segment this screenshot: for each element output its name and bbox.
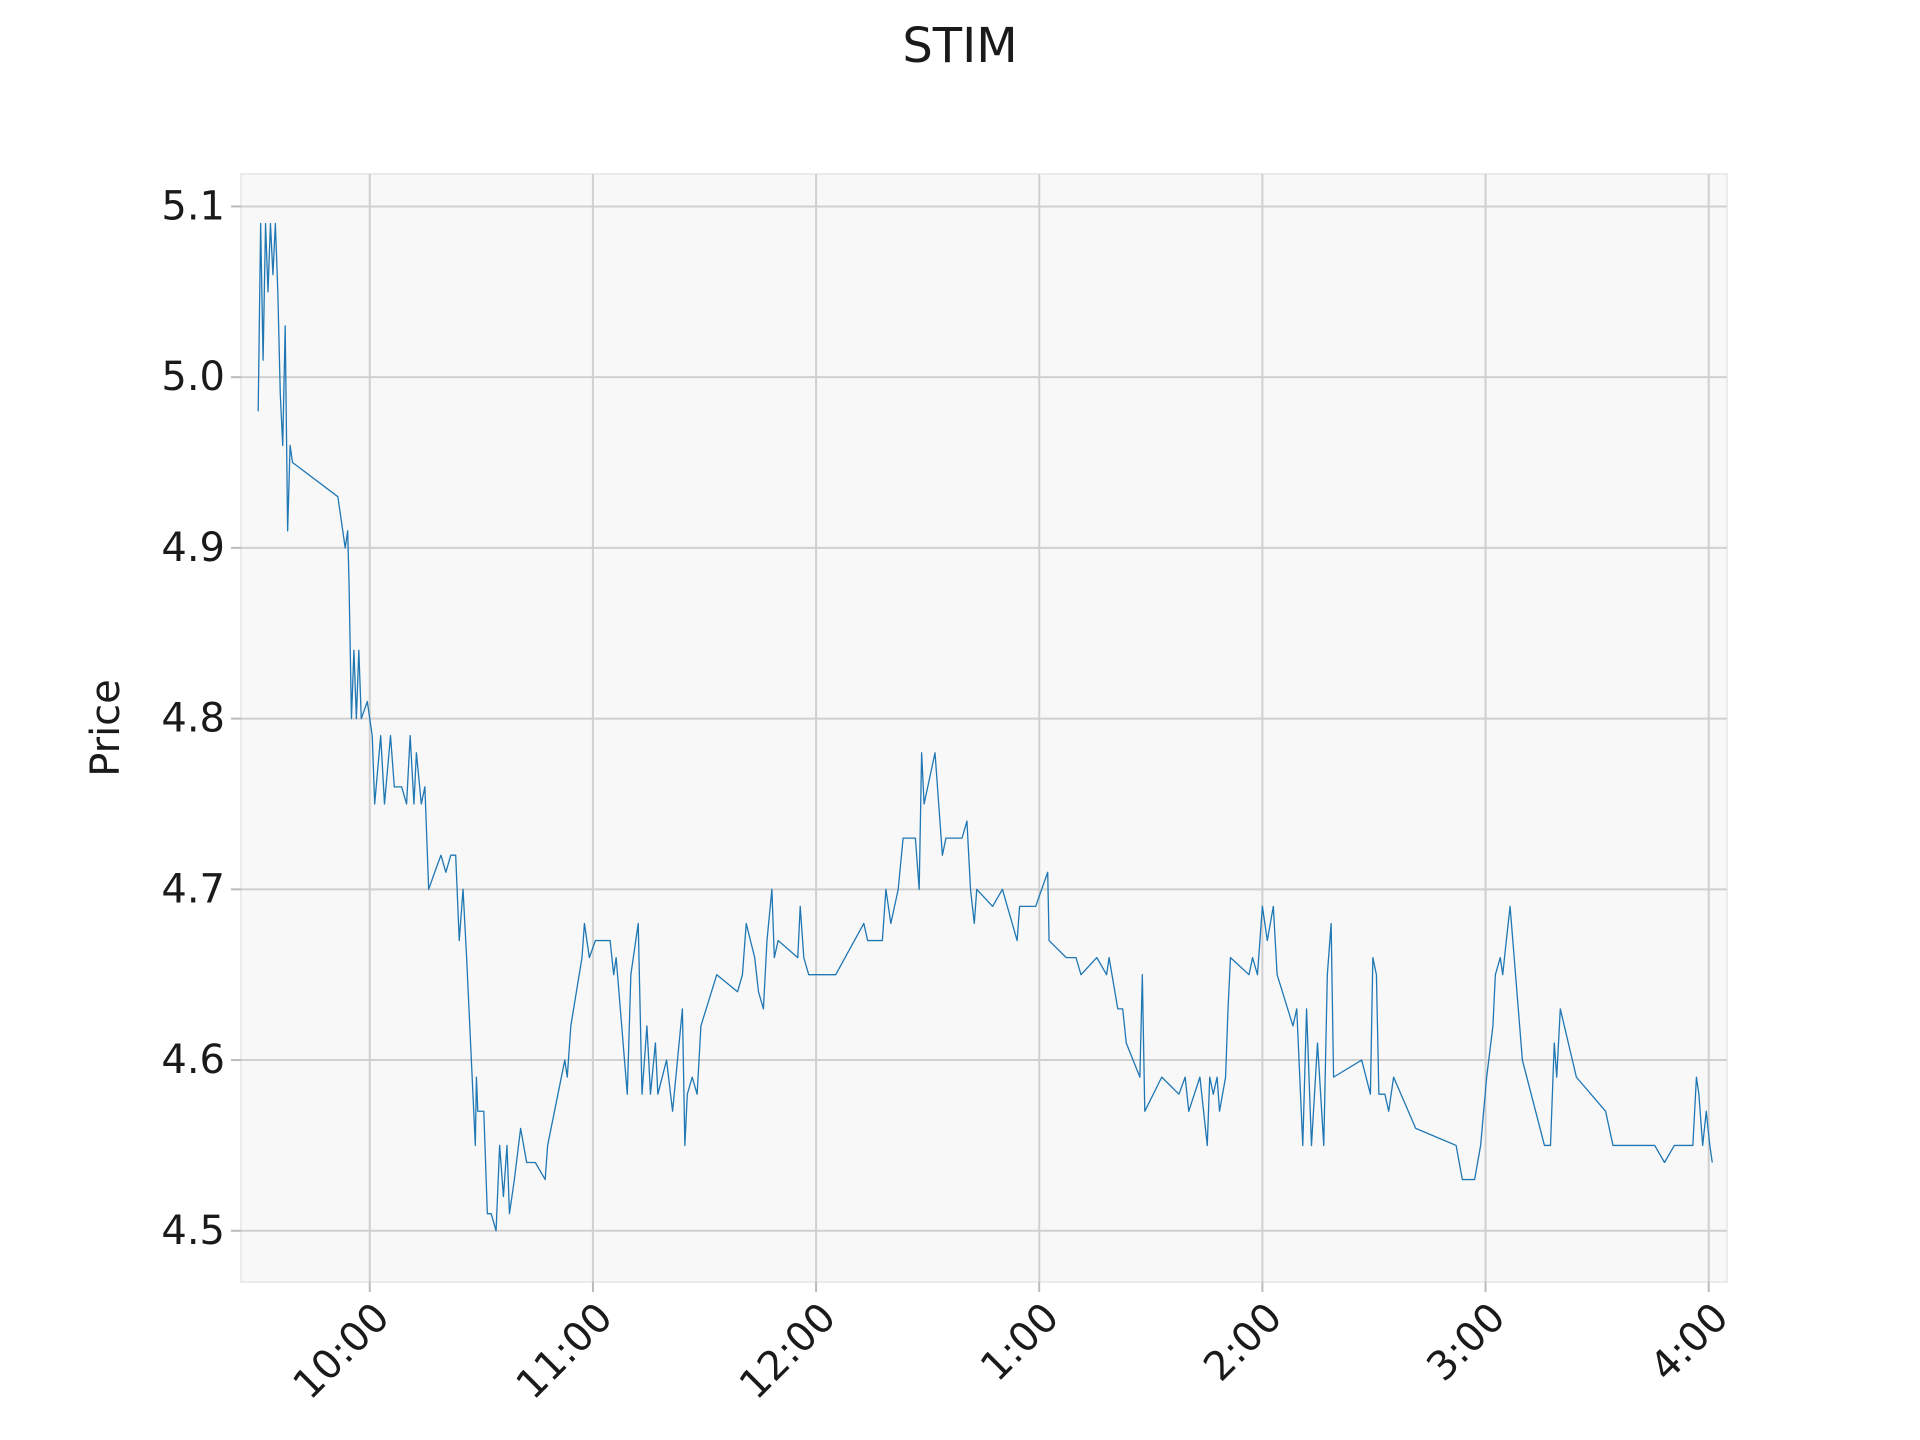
y-axis-label: Price xyxy=(83,679,129,777)
plot-area xyxy=(240,173,1728,1283)
chart-title: STIM xyxy=(902,18,1017,74)
y-tick-label: 5.1 xyxy=(161,183,225,229)
y-tick-label: 5.0 xyxy=(161,354,225,400)
y-tick-label: 4.5 xyxy=(161,1208,225,1254)
y-tick-label: 4.8 xyxy=(161,696,225,742)
y-tick-label: 4.9 xyxy=(161,525,225,571)
y-tick-label: 4.6 xyxy=(161,1037,225,1083)
x-tick-label: 11:00 xyxy=(508,1294,622,1408)
price-line xyxy=(257,222,1713,1232)
x-tick-label: 10:00 xyxy=(285,1294,399,1408)
x-tick-label: 2:00 xyxy=(1195,1294,1291,1390)
x-tick-label: 4:00 xyxy=(1642,1294,1738,1390)
x-tick-label: 12:00 xyxy=(731,1294,845,1408)
x-tick-label: 3:00 xyxy=(1418,1294,1514,1390)
x-tick-label: 1:00 xyxy=(972,1294,1068,1390)
y-tick-label: 4.7 xyxy=(161,866,225,912)
